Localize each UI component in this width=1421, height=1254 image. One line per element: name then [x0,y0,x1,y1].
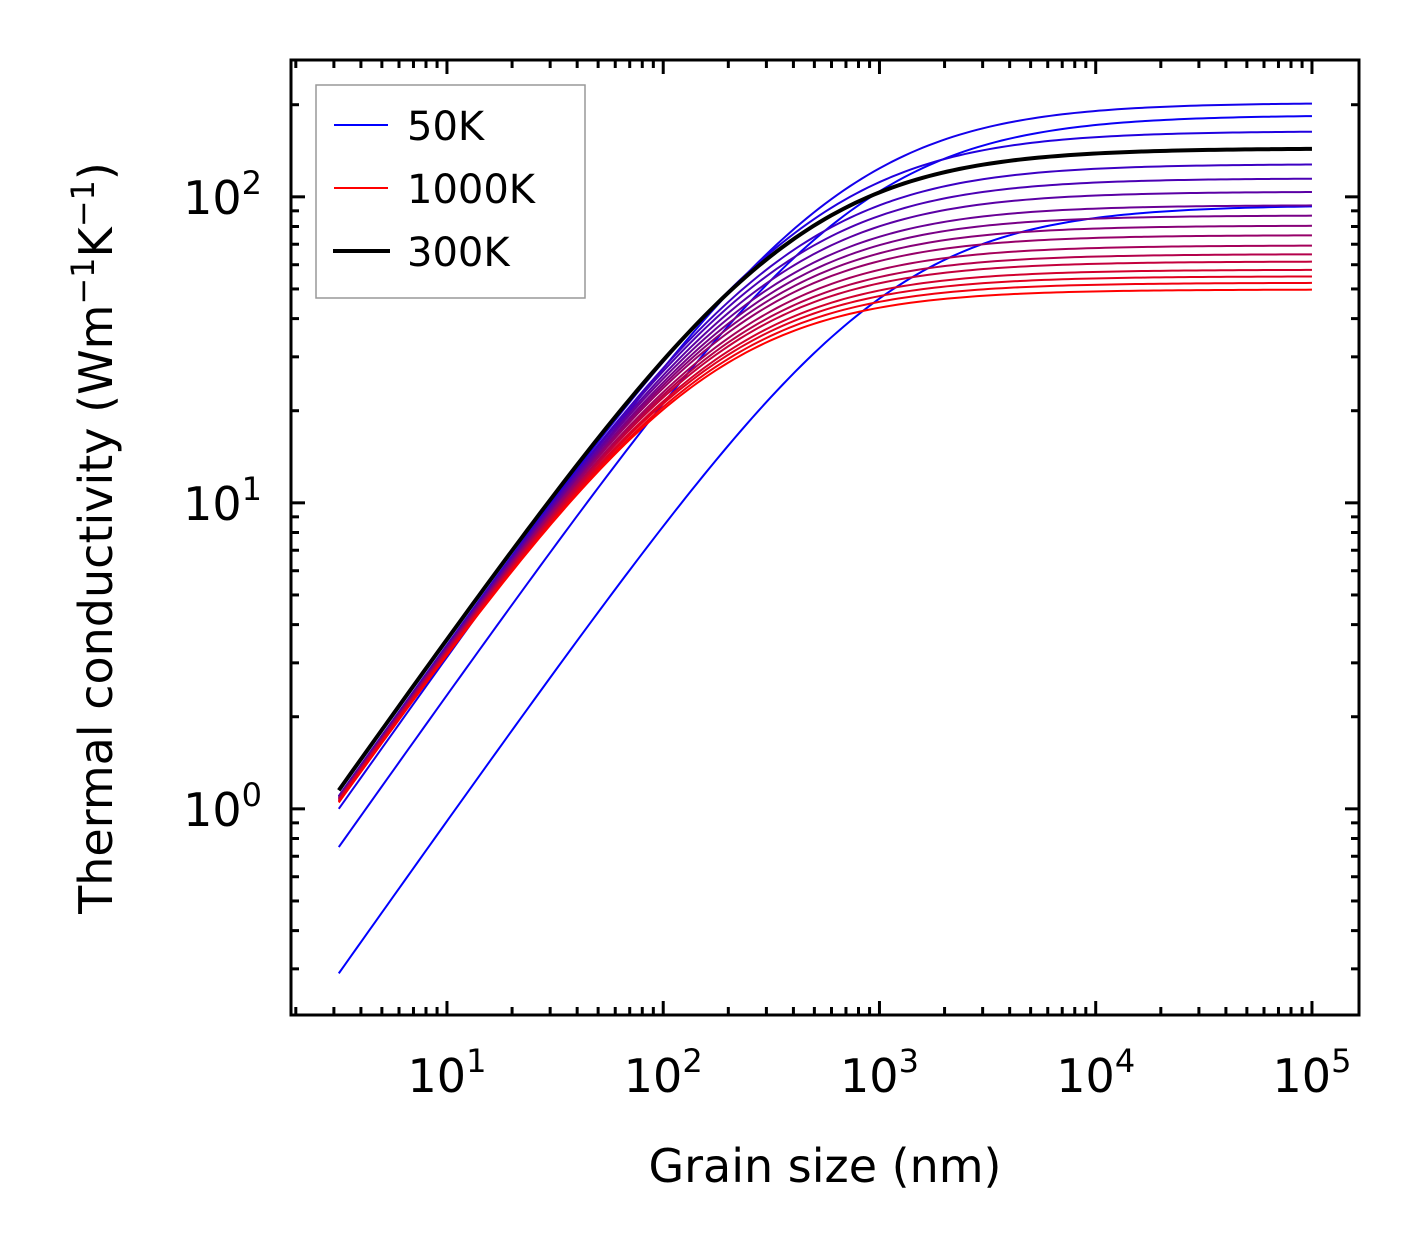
series-line-300k [337,146,1312,792]
y-axis-title-k: K [69,225,123,257]
series-line-50k [337,205,1312,974]
legend: 50K 1000K 300K [315,84,586,299]
series-line-t15 [337,260,1312,801]
series-line-t9 [337,204,1312,798]
x-tick-label: 102 [624,1042,703,1103]
y-tick-label: 102 [183,164,262,225]
legend-label-50k: 50K [407,104,486,150]
legend-box [315,84,586,299]
series-line-t7 [337,177,1312,797]
x-tick-labels: 101 102 103 104 105 [408,1042,1352,1103]
plot-frame [289,58,1361,1017]
y-axis-title-main: Thermal conductivity (Wm [69,305,123,915]
y-axis-title-close: ) [69,162,123,180]
y-tick-label: 100 [183,776,262,837]
y-axis-title-exp1: −1 [64,257,102,304]
x-tick-label: 103 [840,1042,919,1103]
y-axis-title: Thermal conductivity (Wm−1K−1) [64,162,123,915]
series-line-t12 [337,234,1312,800]
series-line-t17 [337,275,1312,802]
y-axis-title-exp2: −1 [64,180,102,227]
series-layer [337,102,1312,974]
y-tick-labels: 100 101 102 [183,164,262,837]
legend-label-1000k: 1000K [407,167,537,213]
y-tick-label: 101 [183,470,262,531]
x-tick-label: 105 [1273,1042,1352,1103]
series-line-1000k [337,288,1312,803]
legend-label-300k: 300K [407,230,511,276]
x-tick-label: 101 [408,1042,487,1103]
x-axis-title: Grain size (nm) [649,1139,1002,1193]
x-tick-label: 104 [1056,1042,1135,1103]
